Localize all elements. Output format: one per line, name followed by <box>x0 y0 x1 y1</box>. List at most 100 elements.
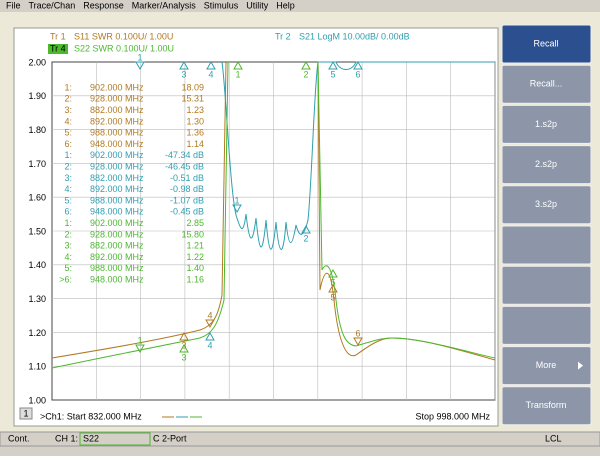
softkey[interactable] <box>501 64 592 104</box>
marker-value: -0.45 dB <box>170 207 204 217</box>
menu-item: Help <box>276 0 295 10</box>
softkey[interactable] <box>501 104 592 144</box>
marker-number: 6 <box>355 69 360 79</box>
marker-value: 1.30 <box>186 116 204 126</box>
marker-index: 6: <box>64 207 72 217</box>
marker-value: 1.36 <box>186 128 204 138</box>
status-mode: Cont. <box>8 433 30 443</box>
marker-index: 3: <box>64 241 72 251</box>
y-axis-label: 1.80 <box>28 125 46 135</box>
marker-index: 5: <box>64 128 72 138</box>
marker-freq: 988.000 MHz <box>90 263 144 273</box>
y-axis-label: 1.50 <box>28 226 46 236</box>
marker-triangle <box>179 331 189 341</box>
marker-freq: 892.000 MHz <box>90 116 144 126</box>
status-param: S22 <box>83 433 99 443</box>
trace-label: S21 LogM 10.00dB/ 0.00dB <box>299 31 410 41</box>
marker-freq: 948.000 MHz <box>90 274 144 284</box>
marker-number: 6 <box>355 328 360 338</box>
marker-triangle <box>328 60 338 70</box>
marker-number: 1 <box>235 69 240 79</box>
marker-freq: 882.000 MHz <box>90 173 144 183</box>
marker-number: 4 <box>207 340 212 350</box>
marker-number: 2 <box>303 69 308 79</box>
channel-number: 1 <box>23 408 28 418</box>
marker-triangle <box>232 204 242 214</box>
trace-id: Tr 2 <box>275 31 291 41</box>
marker-value: 15.80 <box>181 229 204 239</box>
marker-number: 4 <box>208 69 213 79</box>
marker-freq: 902.000 MHz <box>90 150 144 160</box>
marker-triangle <box>135 61 145 71</box>
marker-freq: 892.000 MHz <box>90 184 144 194</box>
trace-id: Tr 4 <box>50 43 66 53</box>
marker-number: 3 <box>181 352 186 362</box>
active-trace-box <box>48 44 68 54</box>
y-axis-label: 1.10 <box>28 362 46 372</box>
marker-freq: 948.000 MHz <box>90 139 144 149</box>
status-ref: LCL <box>545 433 562 443</box>
softkey-label: 1.s2p <box>535 119 557 129</box>
marker-freq: 988.000 MHz <box>90 195 144 205</box>
menu-item: File <box>6 0 21 10</box>
marker-index: 5: <box>64 195 72 205</box>
marker-index: 3: <box>64 105 72 115</box>
trace-s21 <box>221 61 495 250</box>
marker-index: 3: <box>64 173 72 183</box>
marker-triangle <box>233 60 243 70</box>
softkey[interactable] <box>501 346 592 386</box>
softkey[interactable] <box>501 185 592 225</box>
marker-freq: 928.000 MHz <box>90 229 144 239</box>
marker-freq: 928.000 MHz <box>90 161 144 171</box>
marker-index: 2: <box>64 94 72 104</box>
dynamic: File Trace/Chan Response Marker/Analysis Sti… <box>0 0 600 447</box>
softkey[interactable] <box>501 24 592 64</box>
marker-index: 1: <box>64 150 72 160</box>
y-axis-label: 1.70 <box>28 159 46 169</box>
marker-value: -46.45 dB <box>165 161 204 171</box>
marker-number: 5 <box>330 277 335 287</box>
marker-value: -1.07 dB <box>170 195 204 205</box>
channel-box <box>19 407 33 420</box>
marker-number: 5 <box>330 69 335 79</box>
trace-s22 <box>51 61 496 369</box>
marker-index: 4: <box>64 252 72 262</box>
marker-value: 1.40 <box>186 263 204 273</box>
marker-index: 5: <box>64 263 72 273</box>
marker-freq: 902.000 MHz <box>90 82 144 92</box>
marker-triangle <box>328 283 338 293</box>
marker-freq: 892.000 MHz <box>90 252 144 262</box>
marker-index: 2: <box>64 161 72 171</box>
menu-item: Utility <box>246 0 268 10</box>
start-freq: >Ch1: Start 832.000 MHz <box>40 411 142 421</box>
trace-id: Tr 1 <box>50 31 66 41</box>
submenu-arrow <box>578 361 583 370</box>
marker-index: 2: <box>64 229 72 239</box>
softkey <box>501 305 592 345</box>
marker-value: -0.98 dB <box>170 184 204 194</box>
marker-freq: 988.000 MHz <box>90 128 144 138</box>
softkey[interactable] <box>501 386 592 426</box>
y-axis-label: 2.00 <box>28 57 46 67</box>
marker-triangle <box>206 60 216 70</box>
marker-value: 1.22 <box>186 252 204 262</box>
softkey[interactable] <box>501 145 592 185</box>
marker-triangle <box>205 319 215 329</box>
marker-triangle <box>328 268 338 278</box>
softkey-label: More <box>536 360 557 370</box>
marker-number: 3 <box>181 69 186 79</box>
marker-triangle <box>353 60 363 70</box>
softkey <box>501 265 592 305</box>
softkey-label: Recall <box>533 38 558 48</box>
marker-triangle <box>301 224 311 234</box>
marker-value: 1.23 <box>186 105 204 115</box>
trace-label: S22 SWR 0.100U/ 1.00U <box>74 43 174 53</box>
marker-value: 1.21 <box>186 241 204 251</box>
trace-label: S11 SWR 0.100U/ 1.00U <box>74 31 173 41</box>
softkey <box>501 225 592 265</box>
y-axis-label: 1.90 <box>28 91 46 101</box>
marker-value: -0.51 dB <box>170 173 204 183</box>
marker-value: 1.16 <box>186 274 204 284</box>
marker-triangle <box>301 60 311 70</box>
